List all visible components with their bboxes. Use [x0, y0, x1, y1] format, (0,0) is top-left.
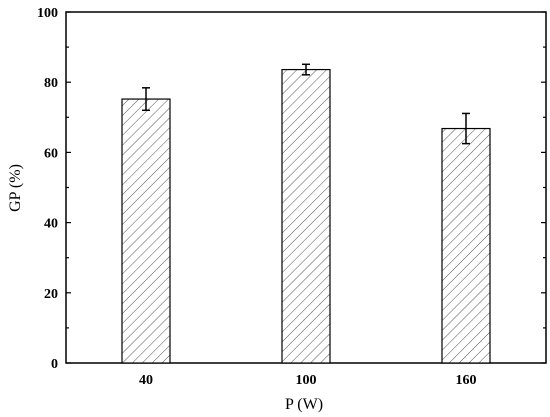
x-axis-title: P (W)	[285, 396, 323, 413]
y-tick-label: 20	[44, 287, 58, 302]
y-axis-title: GP (%)	[7, 164, 24, 212]
y-tick-label: 0	[51, 357, 58, 372]
y-tick-label: 80	[44, 76, 58, 91]
bar-100	[281, 68, 331, 364]
x-tick-label: 160	[456, 373, 477, 388]
x-tick-label: 40	[139, 373, 153, 388]
x-tick-label: 100	[296, 373, 317, 388]
y-tick-label: 40	[44, 217, 58, 232]
y-tick-label: 60	[44, 146, 58, 161]
bar-160	[441, 127, 491, 364]
y-axis: 0 20 40 60 80 100	[37, 6, 546, 372]
bars-group	[121, 63, 491, 364]
bar-40	[121, 98, 171, 364]
y-tick-label: 100	[37, 6, 58, 21]
